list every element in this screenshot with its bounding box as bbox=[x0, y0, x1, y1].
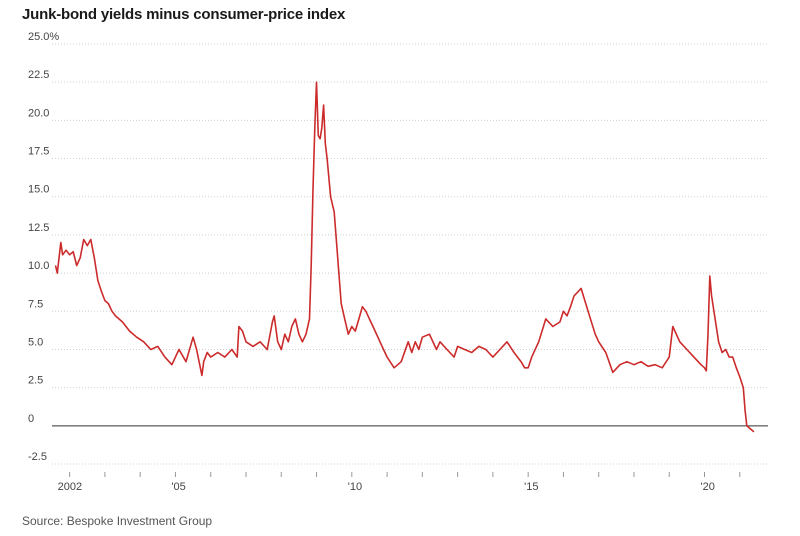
y-tick-label: 2.5 bbox=[28, 375, 43, 387]
y-tick-label: 20.0 bbox=[28, 107, 49, 119]
chart-title: Junk-bond yields minus consumer-price in… bbox=[22, 6, 346, 23]
y-tick-label: 7.5 bbox=[28, 298, 43, 310]
x-tick-label: '20 bbox=[701, 481, 715, 493]
y-tick-label: 25.0% bbox=[28, 31, 59, 43]
source-note: Source: Bespoke Investment Group bbox=[22, 514, 213, 528]
series-line bbox=[54, 81, 755, 433]
gridlines bbox=[52, 43, 768, 465]
y-axis: 25.0% 22.5 20.0 17.5 15.0 12.5 10.0 7.5 5.0 2.5 0 -… bbox=[28, 31, 59, 463]
y-tick-label: 0 bbox=[28, 413, 34, 425]
x-axis: 2002 '05 '10 '15 '20 bbox=[58, 472, 741, 493]
y-tick-label: 5.0 bbox=[28, 336, 43, 348]
y-tick-label: 15.0 bbox=[28, 184, 49, 196]
y-tick-label: 22.5 bbox=[28, 69, 49, 81]
y-tick-label: 17.5 bbox=[28, 146, 49, 158]
y-tick-label: 12.5 bbox=[28, 222, 49, 234]
x-tick-label: '10 bbox=[348, 481, 362, 493]
x-tick-label: '15 bbox=[524, 481, 538, 493]
y-tick-label: -2.5 bbox=[28, 451, 47, 463]
x-tick-label: '05 bbox=[171, 481, 185, 493]
x-tick-label: 2002 bbox=[58, 481, 82, 493]
y-tick-label: 10.0 bbox=[28, 260, 49, 272]
